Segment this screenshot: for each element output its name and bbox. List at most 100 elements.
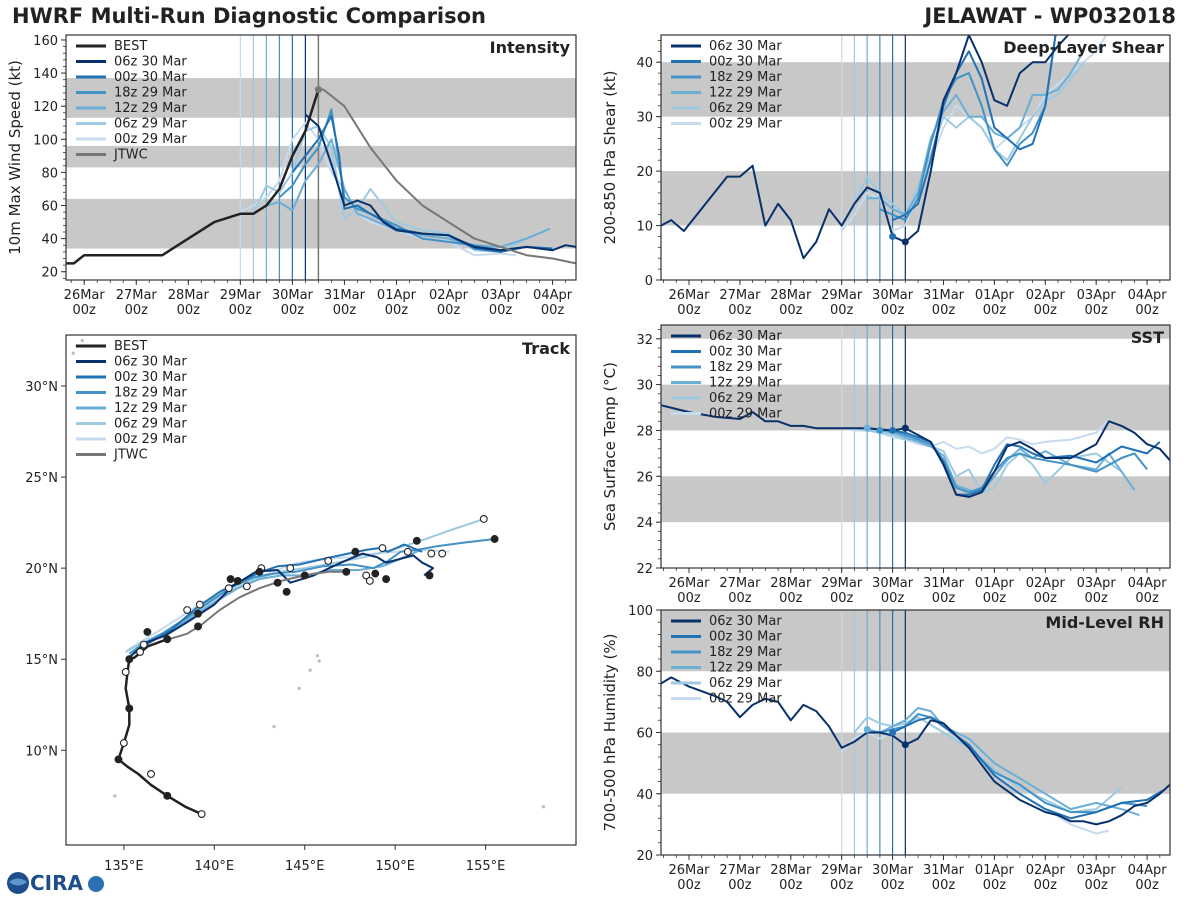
track-position-marker: [273, 578, 282, 587]
legend-label: BEST: [114, 339, 147, 354]
x-tick-day: 02Apr: [1026, 576, 1066, 591]
x-tick-hour: 00z: [177, 303, 201, 318]
series-line: [66, 89, 320, 265]
x-tick-day: 31Mar: [324, 288, 366, 303]
legend-label: 06z 29 Mar: [709, 676, 782, 691]
map-area: [71, 338, 546, 818]
track-position-marker: [121, 668, 130, 676]
legend-label: 06z 30 Mar: [709, 614, 782, 629]
x-tick-hour: 00z: [779, 303, 803, 318]
x-tick-hour: 00z: [125, 303, 149, 318]
x-tick-day: 28Mar: [770, 288, 812, 303]
track-line: [125, 518, 485, 653]
threshold-band: [661, 384, 1170, 431]
panel-title: Intensity: [490, 38, 571, 57]
track-position-marker: [125, 704, 134, 713]
legend-label: BEST: [114, 39, 147, 54]
panel-intensity: 2040608010012014016026Mar00z27Mar00z28Ma…: [6, 34, 577, 318]
logo-badge-icon: [88, 876, 104, 892]
plot-area: [661, 325, 1170, 568]
y-tick-label: 22: [636, 562, 653, 577]
x-tick-day: 27Mar: [719, 863, 761, 878]
y-tick-label: 20: [41, 266, 58, 281]
x-tick-day: 01Apr: [377, 288, 417, 303]
series-line: [866, 427, 1136, 494]
track-position-marker: [427, 549, 436, 558]
x-tick-day: 26Mar: [668, 288, 710, 303]
x-tick-hour: 00z: [932, 878, 956, 893]
island-mark: [297, 686, 301, 690]
x-tick-day: 28Mar: [770, 863, 812, 878]
series-line: [304, 113, 576, 252]
series-line: [854, 427, 1123, 494]
y-tick-label: 80: [41, 166, 58, 181]
y-tick-label: 100: [628, 604, 653, 619]
x-tick-day: 03Apr: [481, 288, 521, 303]
island-mark: [315, 653, 319, 658]
track-position-marker: [490, 535, 499, 543]
data-point: [901, 741, 909, 749]
x-tick-day: 29Mar: [821, 863, 863, 878]
legend-label: JTWC: [113, 448, 148, 463]
x-tick-day: 30Mar: [872, 863, 914, 878]
track-position-marker: [425, 571, 434, 580]
y-tick-label: 24: [636, 516, 653, 531]
x-tick-hour: 00z: [385, 303, 409, 318]
threshold-band: [661, 476, 1170, 523]
lat-tick-label: 25°N: [25, 471, 58, 486]
x-tick-hour: 00z: [1085, 591, 1109, 606]
track-line: [168, 570, 350, 641]
y-tick-label: 20: [636, 165, 653, 180]
y-axis-label: 10m Max Wind Speed (kt): [6, 60, 24, 255]
x-tick-day: 26Mar: [668, 863, 710, 878]
track-line: [117, 638, 203, 816]
axes-frame: [65, 34, 577, 281]
y-tick-label: 32: [636, 333, 653, 348]
logo-text: CIRA: [30, 871, 84, 895]
legend-label: 18z 29 Mar: [709, 360, 782, 375]
y-tick-label: 30: [636, 379, 653, 394]
axes-frame: [660, 34, 1171, 281]
legend-label: 00z 30 Mar: [114, 370, 187, 385]
x-tick-day: 28Mar: [770, 576, 812, 591]
track-position-marker: [438, 549, 447, 558]
x-tick-hour: 00z: [728, 878, 752, 893]
x-tick-hour: 00z: [830, 878, 854, 893]
legend-label: 06z 29 Mar: [709, 391, 782, 406]
track-position-marker: [286, 564, 295, 573]
track-position-marker: [412, 536, 421, 545]
legend-label: 00z 29 Mar: [709, 407, 782, 422]
x-tick-hour: 00z: [437, 303, 461, 318]
island-mark: [113, 794, 117, 798]
figure-title: HWRF Multi-Run Diagnostic Comparison: [12, 4, 487, 28]
track-position-marker: [163, 635, 172, 644]
x-tick-hour: 00z: [1034, 591, 1058, 606]
x-tick-hour: 00z: [229, 303, 253, 318]
panel-track: 135°E 140°E 145°E 150°E 155°E 10°N 15°N 20°N 25°…: [25, 334, 577, 874]
track-position-marker: [378, 544, 387, 553]
legend-label: 06z 30 Mar: [114, 355, 187, 370]
threshold-band: [661, 62, 1170, 117]
legend-label: 00z 30 Mar: [114, 70, 187, 85]
x-tick-hour: 00z: [677, 878, 701, 893]
x-tick-day: 27Mar: [116, 288, 158, 303]
x-tick-hour: 00z: [932, 591, 956, 606]
series-line: [291, 115, 553, 253]
track-position-marker: [403, 547, 412, 556]
panel-shear: 01020304026Mar00z27Mar00z28Mar00z29Mar00…: [601, 34, 1171, 318]
x-tick-day: 26Mar: [668, 576, 710, 591]
x-tick-hour: 00z: [779, 878, 803, 893]
island-mark: [317, 659, 321, 663]
x-tick-day: 04Apr: [1128, 863, 1168, 878]
axes-frame: [660, 324, 1171, 569]
lat-tick-label: 10°N: [25, 744, 58, 759]
legend-label: 06z 29 Mar: [709, 101, 782, 116]
x-tick-hour: 00z: [489, 303, 513, 318]
x-tick-hour: 00z: [728, 303, 752, 318]
track-position-marker: [351, 547, 360, 556]
lon-tick-label: 150°E: [375, 859, 415, 874]
series-line: [892, 35, 1057, 222]
legend-label: 00z 30 Mar: [709, 630, 782, 645]
track-position-marker: [183, 606, 192, 614]
